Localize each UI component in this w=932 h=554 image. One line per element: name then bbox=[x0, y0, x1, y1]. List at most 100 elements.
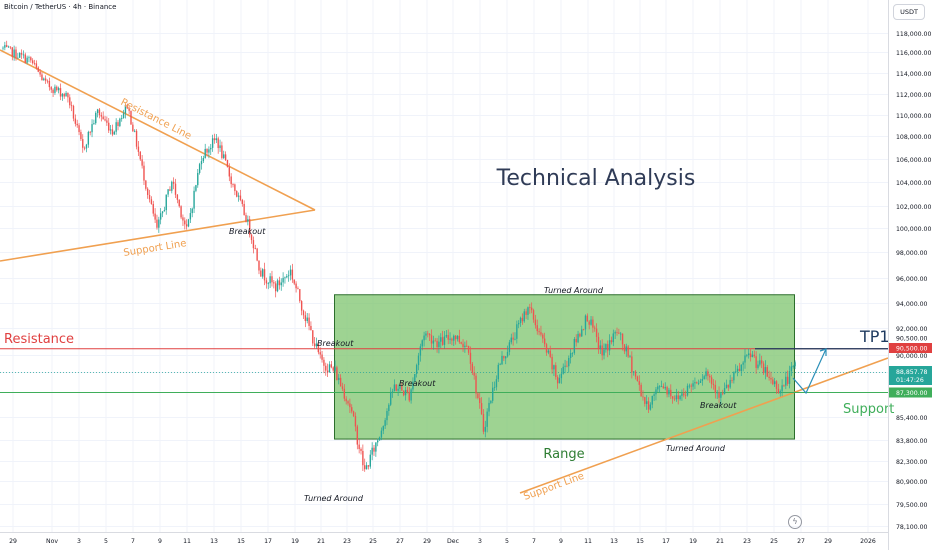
candle bbox=[56, 85, 58, 92]
candle bbox=[287, 270, 290, 282]
candle-body bbox=[783, 385, 785, 387]
lightning-icon[interactable]: ϟ bbox=[788, 515, 802, 529]
candle bbox=[655, 386, 657, 401]
support-price-tag-text: 87,300.00 bbox=[896, 390, 928, 397]
y-tick-label: 110,000.00 bbox=[896, 113, 931, 120]
candle bbox=[295, 281, 297, 293]
candle bbox=[371, 442, 373, 461]
candle-body bbox=[250, 234, 253, 241]
candle-body bbox=[722, 393, 724, 395]
candle bbox=[510, 333, 512, 345]
candle bbox=[115, 118, 117, 135]
candle-body bbox=[7, 46, 10, 48]
candle-body bbox=[506, 351, 509, 357]
chart-title: Technical Analysis bbox=[496, 166, 696, 191]
candle-body bbox=[488, 402, 490, 412]
candle bbox=[369, 450, 371, 469]
candle-body bbox=[26, 57, 28, 63]
candle bbox=[417, 352, 420, 371]
candle bbox=[117, 120, 119, 131]
candle-body bbox=[644, 397, 646, 404]
candle bbox=[83, 146, 86, 151]
candle bbox=[610, 336, 613, 345]
candle bbox=[770, 371, 772, 384]
candle bbox=[241, 198, 243, 207]
candle-body bbox=[530, 307, 533, 311]
candle-body bbox=[547, 350, 550, 353]
candle-body bbox=[87, 131, 90, 145]
candle bbox=[308, 313, 310, 331]
x-tick-label: 13 bbox=[210, 538, 218, 545]
candle-body bbox=[46, 80, 49, 82]
candle bbox=[629, 354, 631, 358]
candle bbox=[367, 465, 370, 470]
candle-body bbox=[362, 450, 364, 466]
last-price-tag-bg bbox=[889, 366, 932, 385]
candle bbox=[358, 439, 360, 454]
candle bbox=[562, 363, 564, 375]
candle bbox=[423, 331, 425, 347]
candle-body bbox=[98, 109, 101, 116]
candle-body bbox=[193, 190, 195, 209]
candle-body bbox=[397, 388, 399, 391]
candle bbox=[386, 408, 388, 426]
candle bbox=[146, 187, 149, 199]
candle-body bbox=[61, 93, 64, 97]
candle bbox=[506, 345, 509, 358]
candle-body bbox=[247, 219, 249, 222]
currency-button[interactable]: USDT bbox=[893, 4, 925, 20]
candle bbox=[690, 383, 692, 393]
x-tick-label: 11 bbox=[584, 538, 592, 545]
candle-body bbox=[568, 357, 570, 367]
candle-body bbox=[299, 289, 301, 302]
candle bbox=[440, 333, 442, 349]
candle bbox=[408, 386, 410, 403]
candle-body bbox=[673, 398, 676, 400]
x-tick-label: 19 bbox=[689, 538, 697, 545]
candle-body bbox=[412, 381, 414, 390]
candle-body bbox=[102, 116, 104, 120]
candle bbox=[35, 60, 38, 70]
y-tick-label: 104,000.00 bbox=[896, 180, 931, 187]
candle-body bbox=[499, 364, 501, 366]
y-tick-label: 112,000.00 bbox=[896, 92, 931, 99]
candle bbox=[781, 379, 783, 397]
candle bbox=[334, 360, 336, 373]
candle-body bbox=[733, 371, 735, 381]
candle bbox=[159, 208, 162, 225]
candle-body bbox=[217, 138, 219, 149]
candle-body bbox=[430, 335, 433, 344]
candle-body bbox=[104, 119, 106, 121]
candle bbox=[757, 360, 759, 370]
candle bbox=[352, 410, 355, 418]
candle bbox=[666, 385, 668, 398]
candle-body bbox=[167, 189, 169, 195]
candle bbox=[772, 376, 774, 386]
last-price-text: 88,857.78 bbox=[896, 369, 928, 376]
candle bbox=[145, 179, 147, 191]
candle bbox=[249, 215, 251, 238]
candle bbox=[738, 362, 741, 372]
candle-body bbox=[556, 377, 559, 384]
breakout-label-2: Breakout bbox=[317, 339, 354, 348]
candle bbox=[148, 189, 151, 203]
candle-body bbox=[727, 384, 730, 388]
x-tick-label: 3 bbox=[77, 538, 81, 545]
candle bbox=[187, 218, 190, 228]
candle bbox=[208, 146, 210, 159]
candle-body bbox=[197, 172, 199, 186]
candle bbox=[17, 53, 19, 59]
candle-body bbox=[686, 385, 689, 396]
candle-body bbox=[649, 404, 652, 410]
candle bbox=[564, 359, 566, 374]
candle-body bbox=[441, 337, 444, 345]
candle bbox=[158, 216, 160, 233]
candle bbox=[102, 111, 104, 120]
candle bbox=[4, 41, 6, 51]
y-tick-label: 114,000.00 bbox=[896, 71, 931, 78]
candle bbox=[653, 391, 655, 401]
candle bbox=[122, 109, 125, 119]
candle bbox=[289, 265, 292, 281]
